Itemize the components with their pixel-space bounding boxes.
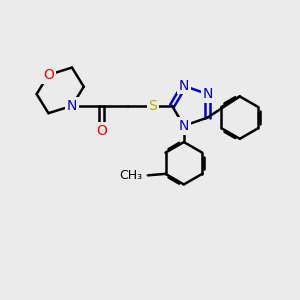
Text: CH₃: CH₃ <box>119 169 142 182</box>
Text: N: N <box>67 99 77 113</box>
Text: N: N <box>179 79 189 93</box>
Text: O: O <box>43 68 54 82</box>
Text: O: O <box>96 124 107 138</box>
Text: N: N <box>202 87 213 101</box>
Text: N: N <box>179 119 189 133</box>
Text: S: S <box>148 99 157 113</box>
